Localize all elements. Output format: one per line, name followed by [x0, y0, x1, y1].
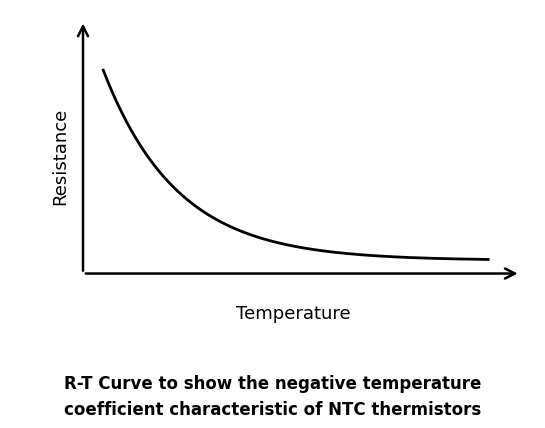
Text: R-T Curve to show the negative temperature
coefficient characteristic of NTC the: R-T Curve to show the negative temperatu…	[64, 375, 481, 419]
Text: Resistance: Resistance	[52, 107, 70, 205]
Text: Temperature: Temperature	[237, 305, 351, 323]
